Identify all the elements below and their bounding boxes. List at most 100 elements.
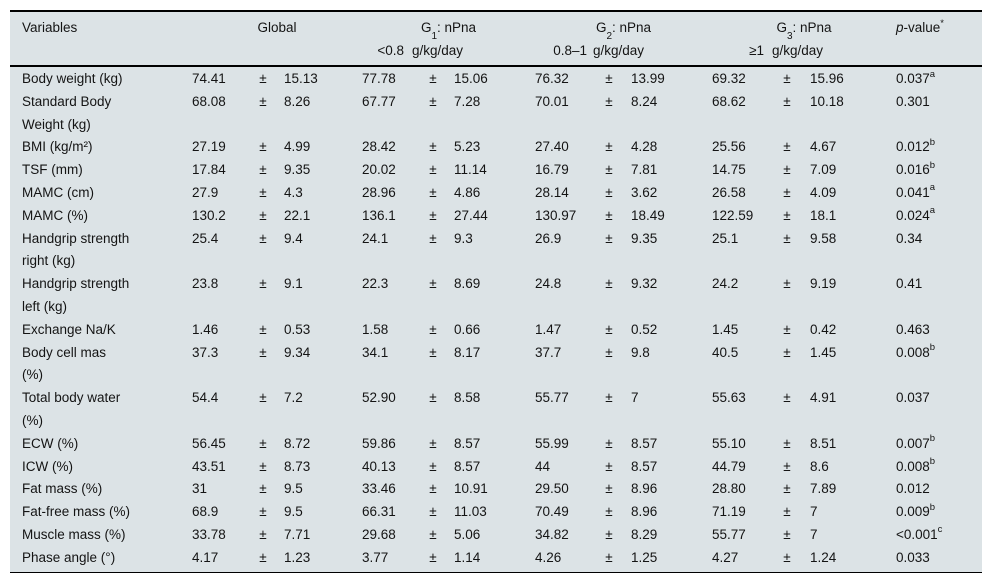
header-variables: Variables xyxy=(22,20,78,35)
group3-sd: 4.67 xyxy=(810,139,837,155)
p-value-cell: 0.012 xyxy=(896,478,970,501)
group3-mean: 1.45 xyxy=(712,321,739,337)
group2-suffix: : nPna xyxy=(612,20,652,35)
group1-mean: 28.42 xyxy=(362,139,396,155)
group1-subscript: 1 xyxy=(431,30,438,42)
table-row: Muscle mass (%) 33.78 ± 7.71 29.68 ± 5.0… xyxy=(10,524,982,547)
variable-cell: Standard Body Weight (kg) xyxy=(22,91,192,137)
global-mean: 1.46 xyxy=(192,321,219,337)
group3-sd: 4.09 xyxy=(810,184,837,200)
variable-cell: Body cell mas (%) xyxy=(22,342,192,388)
plus-minus-symbol: ± xyxy=(259,481,267,497)
group3-sd: 7.09 xyxy=(810,162,837,178)
group1-mean: 22.3 xyxy=(362,276,389,292)
group3-sd: 1.24 xyxy=(810,549,837,565)
variable-line1: ECW (%) xyxy=(22,435,79,451)
plus-minus-symbol: ± xyxy=(429,207,437,223)
plus-minus-symbol: ± xyxy=(429,435,437,451)
p-value-cell: <0.001c xyxy=(896,524,970,547)
group2-mean: 37.7 xyxy=(535,344,562,360)
group3-subscript: 3 xyxy=(786,30,793,42)
variable-line1: Handgrip strength xyxy=(22,230,130,246)
plus-minus-symbol: ± xyxy=(783,230,791,246)
p-value: 0.033 xyxy=(896,549,930,565)
group1-sd: 11.03 xyxy=(454,504,487,520)
variable-line1: Handgrip strength xyxy=(22,276,130,292)
plus-minus-symbol: ± xyxy=(429,139,437,155)
plus-minus-symbol: ± xyxy=(259,435,267,451)
p-value-superscript: b xyxy=(929,159,936,171)
global-sd: 9.4 xyxy=(284,230,303,246)
p-value: 0.41 xyxy=(896,276,923,292)
group2-mean: 70.01 xyxy=(535,93,569,109)
p-value-cell: 0.012b xyxy=(896,136,970,159)
variable-line1: Exchange Na/K xyxy=(22,321,116,337)
p-value-cell: 0.024a xyxy=(896,205,970,228)
table-row: Fat-free mass (%) 68.9 ± 9.5 66.31 ± 11.… xyxy=(10,501,982,524)
group1-sd: 0.66 xyxy=(454,321,481,337)
variable-line1: BMI (kg/m²) xyxy=(22,139,93,155)
variable-line1: Total body water xyxy=(22,390,121,406)
variable-cell: Phase angle (°) xyxy=(22,547,192,570)
p-value-superscript: c xyxy=(937,524,943,536)
table-row: Handgrip strength left (kg) 23.8 ± 9.1 2… xyxy=(10,273,982,319)
plus-minus-symbol: ± xyxy=(429,481,437,497)
group3-mean: 28.80 xyxy=(712,481,746,497)
group1-sd: 11.14 xyxy=(454,162,487,178)
group3-mean: 25.1 xyxy=(712,230,739,246)
p-value-superscript: a xyxy=(929,182,936,194)
group2-mean: 70.49 xyxy=(535,504,569,520)
p-value: 0.037 xyxy=(896,71,930,86)
group2-mean: 1.47 xyxy=(535,321,562,337)
statistics-table: Variables Global G1: nPna <0.8 g/kg/day … xyxy=(10,10,982,573)
group2-sd: 13.99 xyxy=(631,71,665,86)
group3-sd: 0.42 xyxy=(810,321,837,337)
header-group1-unit: g/kg/day xyxy=(412,43,464,58)
p-value-superscript: b xyxy=(929,342,936,354)
group1-sd: 8.58 xyxy=(454,390,481,406)
plus-minus-symbol: ± xyxy=(783,139,791,155)
table-row: MAMC (%) 130.2 ± 22.1 136.1 ± 27.44 130.… xyxy=(10,205,982,228)
global-mean: 4.17 xyxy=(192,549,219,565)
group2-sd: 9.32 xyxy=(631,276,658,292)
global-mean: 25.4 xyxy=(192,230,219,246)
plus-minus-symbol: ± xyxy=(605,71,613,86)
plus-minus-symbol: ± xyxy=(429,321,437,337)
p-value-cell: 0.037a xyxy=(896,68,970,91)
p-value: 0.012 xyxy=(896,481,930,497)
variable-cell: Exchange Na/K xyxy=(22,319,192,342)
p-value: 0.007 xyxy=(896,435,930,451)
global-mean: 54.4 xyxy=(192,390,219,406)
header-group3-range: ≥1 xyxy=(749,43,764,58)
variable-cell: Body weight (kg) xyxy=(22,68,192,91)
plus-minus-symbol: ± xyxy=(259,207,267,223)
group1-sd: 1.14 xyxy=(454,549,481,565)
p-value: 0.008 xyxy=(896,344,930,360)
plus-minus-symbol: ± xyxy=(605,93,613,109)
global-sd: 7.71 xyxy=(284,526,311,542)
group1-mean: 24.1 xyxy=(362,230,389,246)
group2-mean: 16.79 xyxy=(535,162,569,178)
group3-mean: 40.5 xyxy=(712,344,739,360)
plus-minus-symbol: ± xyxy=(783,504,791,520)
plus-minus-symbol: ± xyxy=(605,344,613,360)
global-sd: 9.1 xyxy=(284,276,303,292)
plus-minus-symbol: ± xyxy=(605,390,613,406)
global-mean: 130.2 xyxy=(192,207,226,223)
variable-line2: left (kg) xyxy=(22,298,68,314)
plus-minus-symbol: ± xyxy=(259,184,267,200)
variable-line1: Phase angle (°) xyxy=(22,549,116,565)
group1-mean: 67.77 xyxy=(362,93,396,109)
table-row: Handgrip strength right (kg) 25.4 ± 9.4 … xyxy=(10,228,982,274)
p-value-superscript: a xyxy=(929,68,936,80)
table-row: ECW (%) 56.45 ± 8.72 59.86 ± 8.57 55.99 … xyxy=(10,433,982,456)
group1-mean: 28.96 xyxy=(362,184,396,200)
group2-sd: 8.96 xyxy=(631,504,658,520)
plus-minus-symbol: ± xyxy=(783,526,791,542)
group1-mean: 52.90 xyxy=(362,390,396,406)
group2-mean: 27.40 xyxy=(535,139,569,155)
group2-mean: 26.9 xyxy=(535,230,562,246)
group3-mean: 24.2 xyxy=(712,276,739,292)
variable-line1: ICW (%) xyxy=(22,458,73,474)
variable-line1: Fat mass (%) xyxy=(22,481,103,497)
